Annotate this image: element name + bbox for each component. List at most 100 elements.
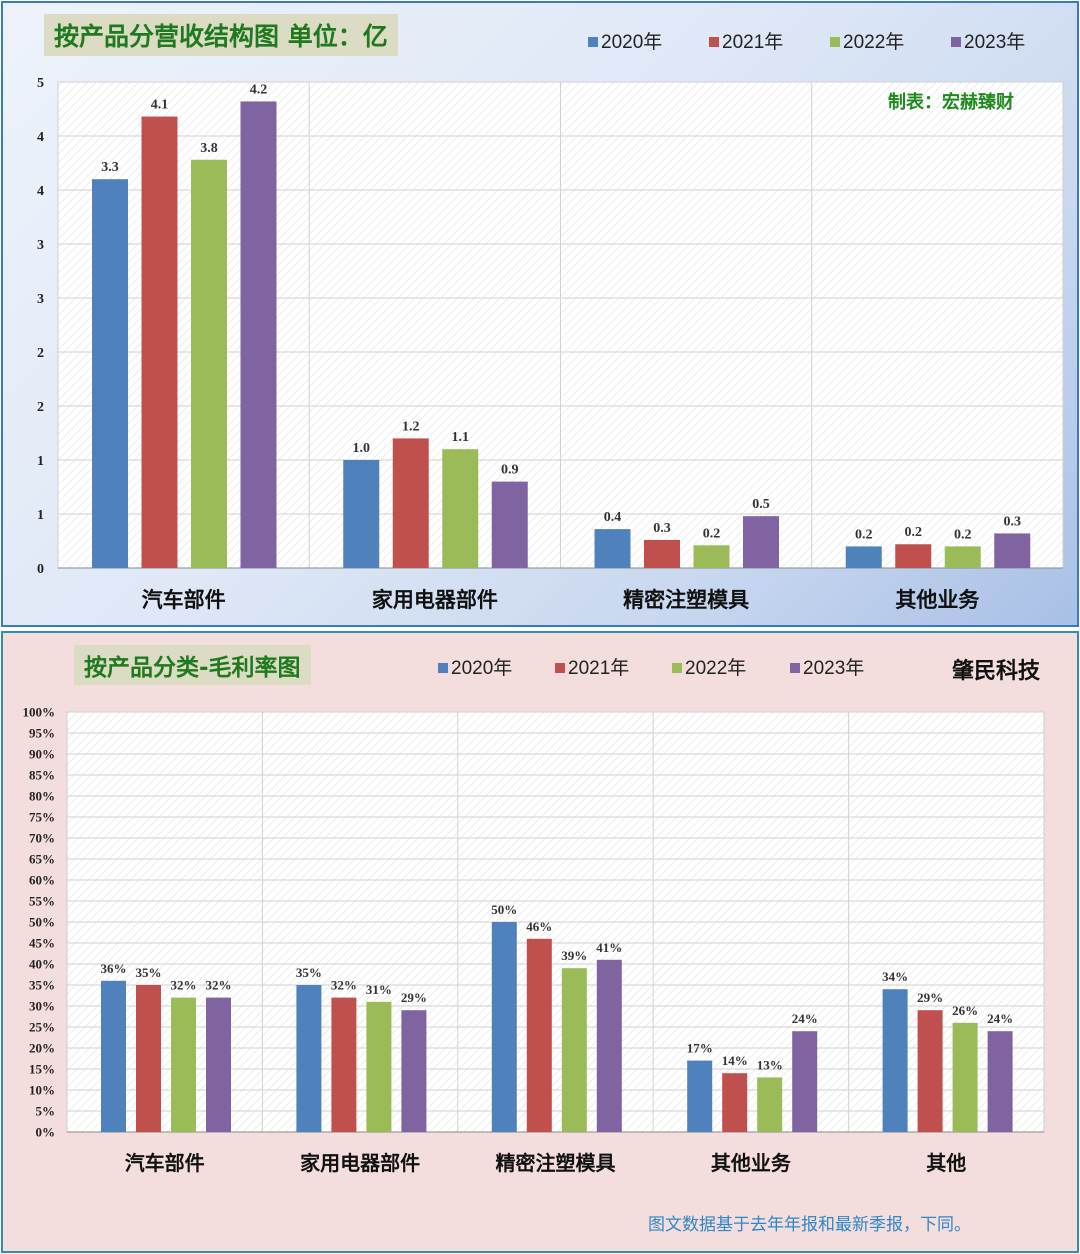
bar	[366, 1001, 392, 1132]
bar	[594, 529, 631, 568]
data-label: 41%	[596, 940, 622, 955]
category-label: 家用电器部件	[300, 1151, 420, 1175]
data-label: 36%	[101, 961, 127, 976]
legend-item: 2022年	[672, 653, 746, 680]
bar	[687, 1060, 713, 1132]
y-tick-label: 1	[37, 508, 44, 523]
data-label: 1.2	[402, 419, 420, 434]
bar	[491, 481, 528, 568]
data-label: 3.8	[200, 141, 218, 156]
legend-swatch	[588, 37, 598, 47]
bar	[994, 533, 1031, 568]
data-label: 35%	[296, 965, 322, 980]
legend-label: 2021年	[568, 658, 630, 679]
chart-credit: 制表：宏赫臻财	[888, 92, 1014, 113]
bar	[240, 101, 277, 568]
data-label: 4.2	[250, 82, 268, 97]
category-label: 精密注塑模具	[496, 1151, 616, 1175]
y-tick-label: 75%	[29, 810, 55, 825]
revenue-chart: 0 1 1 2 2 3 3 4 4 5 汽车部件 3.3 4.1 3.8 4.2 家用电器部件 1.0 1.2 1.…	[37, 76, 1064, 612]
data-label: 4.1	[151, 98, 169, 113]
bar	[693, 545, 730, 568]
bar	[296, 985, 322, 1132]
legend-swatch	[672, 663, 682, 673]
legend-item: 2021年	[709, 27, 783, 54]
y-tick-label: 2	[37, 400, 44, 415]
bar	[101, 980, 126, 1132]
y-tick-label: 4	[37, 130, 44, 145]
revenue-chart-title: 按产品分营收结构图 单位：亿	[44, 14, 398, 56]
legend-item: 2020年	[588, 27, 662, 54]
data-label: 46%	[526, 919, 552, 934]
y-tick-label: 3	[37, 238, 44, 253]
bar	[845, 546, 882, 568]
bar	[442, 449, 479, 568]
bar	[792, 1031, 818, 1132]
legend-label: 2021年	[722, 32, 784, 53]
y-tick-label: 95%	[29, 726, 55, 741]
y-tick-label: 25%	[29, 1020, 55, 1035]
data-label: 32%	[171, 978, 197, 993]
legend-label: 2023年	[803, 658, 865, 679]
category-label: 家用电器部件	[372, 588, 498, 612]
data-label: 1.0	[353, 441, 371, 456]
data-label: 34%	[882, 969, 908, 984]
data-label: 32%	[331, 978, 357, 993]
bar	[743, 516, 779, 568]
y-tick-label: 90%	[29, 747, 55, 762]
data-label: 0.2	[703, 526, 721, 541]
footer-note: 图文数据基于去年年报和最新季报，下同。	[648, 1215, 971, 1235]
y-tick-label: 15%	[29, 1062, 55, 1077]
data-label: 0.3	[1004, 514, 1022, 529]
legend-item: 2023年	[790, 653, 864, 680]
data-label: 31%	[366, 982, 392, 997]
y-tick-label: 30%	[29, 999, 55, 1014]
y-tick-label: 35%	[29, 978, 55, 993]
legend-label: 2023年	[964, 32, 1026, 53]
category-label: 其他业务	[711, 1151, 792, 1175]
legend-label: 2022年	[685, 658, 747, 679]
bar	[206, 997, 231, 1132]
y-tick-label: 55%	[29, 894, 55, 909]
y-tick-label: 0	[37, 562, 44, 577]
y-tick-label: 20%	[29, 1041, 55, 1056]
category-label: 其他业务	[895, 588, 980, 612]
y-tick-label: 5%	[36, 1104, 56, 1119]
legend-swatch	[709, 37, 719, 47]
data-label: 29%	[401, 990, 427, 1005]
data-label: 0.3	[653, 521, 671, 536]
bar	[987, 1031, 1013, 1132]
data-label: 29%	[917, 990, 943, 1005]
bar	[491, 922, 517, 1132]
category-label: 其他	[926, 1151, 966, 1175]
legend-swatch	[790, 663, 800, 673]
bar	[882, 989, 908, 1132]
y-tick-label: 2	[37, 346, 44, 361]
legend-swatch	[555, 663, 565, 673]
data-label: 13%	[757, 1057, 783, 1072]
data-label: 0.2	[855, 527, 873, 542]
company-name: 肇民科技	[952, 659, 1041, 684]
legend-item: 2022年	[830, 27, 904, 54]
bar	[331, 997, 357, 1132]
data-label: 0.9	[501, 463, 519, 478]
y-tick-label: 60%	[29, 873, 55, 888]
legend-label: 2020年	[451, 658, 513, 679]
y-tick-label: 65%	[29, 852, 55, 867]
margin-chart-title: 按产品分类-毛利率图	[74, 645, 311, 685]
data-label: 39%	[561, 948, 587, 963]
y-tick-label: 40%	[29, 957, 55, 972]
data-label: 0.5	[752, 497, 770, 512]
y-tick-label: 0%	[36, 1125, 56, 1140]
bar	[952, 1022, 978, 1132]
legend-swatch	[438, 663, 448, 673]
bar	[644, 539, 680, 568]
data-label: 35%	[136, 965, 162, 980]
bar	[757, 1077, 783, 1132]
bar	[944, 546, 981, 568]
data-label: 17%	[687, 1041, 713, 1056]
bar	[596, 959, 622, 1132]
legend-item: 2021年	[555, 653, 629, 680]
y-tick-label: 1	[37, 454, 44, 469]
data-label: 0.4	[604, 510, 622, 525]
